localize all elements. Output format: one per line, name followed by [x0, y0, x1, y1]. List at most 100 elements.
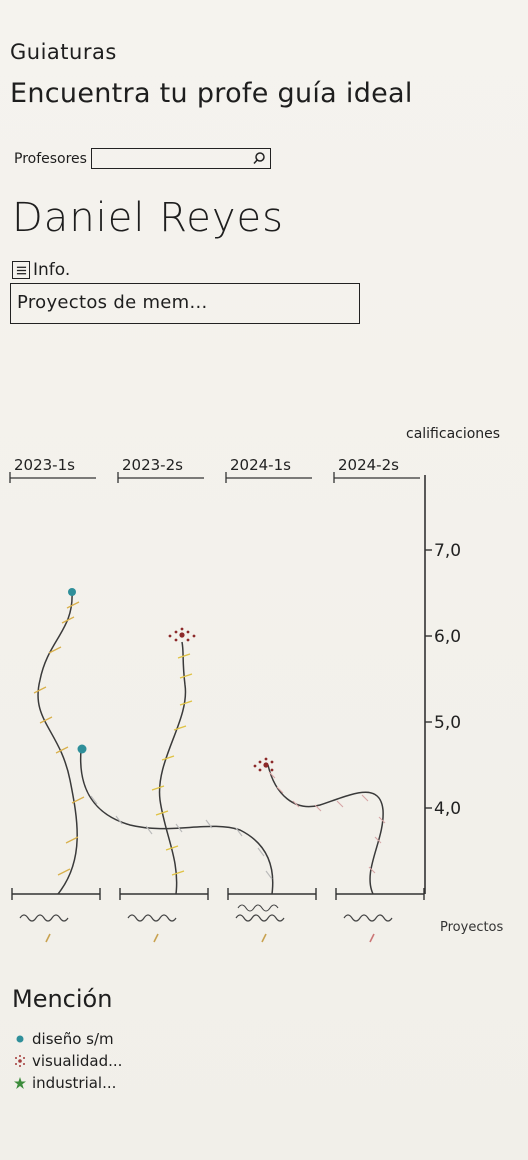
project-point: [180, 627, 184, 631]
project-stem: [267, 764, 384, 895]
semester-label: 2023-1s: [14, 456, 75, 474]
legend-item-diseno: diseño s/m: [12, 1028, 122, 1050]
y-tick-label: 7,0: [434, 541, 461, 561]
stem-leaf: [179, 673, 193, 679]
stem-leaf: [368, 866, 376, 874]
y-tick-label: 4,0: [434, 799, 461, 819]
search-input[interactable]: [91, 151, 250, 169]
page-tagline: Encuentra tu profe guía ideal: [10, 78, 413, 109]
stem-leaf: [71, 796, 85, 804]
stem-leaf: [90, 795, 98, 805]
stem-leaf: [177, 653, 191, 659]
legend-label: diseño s/m: [32, 1030, 114, 1048]
stem-leaf: [55, 746, 69, 754]
stem-leaf: [374, 836, 382, 844]
project-squiggle: [235, 914, 285, 922]
project-point: [77, 744, 87, 754]
stem-leaf: [61, 616, 75, 624]
stem-leaf: [66, 601, 80, 609]
project-point: [192, 634, 196, 638]
semester-label: 2023-2s: [122, 456, 183, 474]
project-point: [258, 760, 262, 764]
grades-chart: calificaciones Proyectos 7,0 6,0 5,0 4,0 202…: [9, 426, 504, 943]
semester-label: 2024-1s: [230, 456, 291, 474]
stem-leaf: [161, 755, 175, 761]
stem-leaf: [65, 836, 79, 844]
stem-leaf: [175, 823, 183, 833]
dotted-cluster-icon: [12, 1053, 28, 1069]
stem-leaf: [265, 870, 273, 880]
legend-item-industrial: industrial...: [12, 1072, 122, 1094]
project-point: [186, 638, 190, 642]
project-squiggle: [127, 914, 177, 922]
y-tick-label: 6,0: [434, 627, 461, 647]
stem-leaf: [39, 716, 53, 724]
stem-leaf: [292, 800, 300, 808]
star-icon: [12, 1075, 28, 1091]
stem-leaf: [151, 785, 165, 791]
project-point: [174, 638, 178, 642]
info-content-box[interactable]: Proyectos de mem...: [10, 283, 360, 324]
stem-leaf: [361, 794, 369, 802]
legend-item-visualidad: visualidad...: [12, 1050, 122, 1072]
stem-leaf: [276, 786, 284, 794]
project-squiggle: [237, 904, 279, 912]
project-point: [258, 768, 262, 772]
legend-label: industrial...: [32, 1074, 117, 1092]
stem-leaf: [145, 825, 153, 835]
legend-label: visualidad...: [32, 1052, 123, 1070]
stem-leaf: [205, 819, 213, 829]
project-stem: [158, 641, 187, 895]
project-point: [253, 764, 257, 768]
project-point: [264, 757, 268, 761]
project-squiggle: [343, 914, 393, 922]
stem-leaf: [257, 847, 265, 857]
stem-leaf: [57, 868, 71, 876]
stem-leaf: [33, 686, 47, 694]
stem-leaf: [336, 800, 344, 808]
project-point: [68, 588, 76, 596]
stem-leaf: [378, 816, 386, 824]
legend-title: Mención: [12, 985, 113, 1013]
search-icon[interactable]: [252, 151, 266, 165]
stem-leaf: [155, 810, 169, 816]
stem-leaf: [314, 804, 322, 812]
stem-leaf: [171, 870, 185, 876]
menu-icon[interactable]: [12, 261, 30, 279]
project-squiggle: [19, 914, 69, 922]
project-point: [174, 630, 178, 634]
project-point: [270, 760, 274, 764]
info-label: Info.: [33, 260, 71, 280]
stem-leaf: [268, 771, 276, 779]
stem-leaf: [165, 845, 179, 851]
professor-name: Daniel Reyes: [12, 195, 284, 241]
app-name: Guiaturas: [10, 40, 117, 64]
stem-leaf: [173, 725, 187, 731]
project-mark: [45, 933, 51, 943]
professor-search: Profesores: [14, 148, 271, 169]
dot-icon: [12, 1031, 28, 1047]
project-mark: [369, 933, 375, 943]
project-stem: [79, 749, 274, 895]
y-axis-label: calificaciones: [406, 426, 500, 442]
project-point: [168, 634, 172, 638]
legend: diseño s/m visualidad... industrial...: [12, 1028, 122, 1094]
project-point: [263, 762, 269, 768]
y-tick-label: 5,0: [434, 713, 461, 733]
stem-leaf: [235, 827, 243, 837]
project-stem: [37, 591, 78, 895]
x-axis-label: Proyectos: [440, 920, 504, 935]
info-header: Info.: [12, 260, 70, 280]
project-mark: [153, 933, 159, 943]
project-point: [186, 630, 190, 634]
search-label: Profesores: [14, 150, 87, 167]
stem-leaf: [179, 700, 193, 706]
semester-label: 2024-2s: [338, 456, 399, 474]
stem-leaf: [115, 815, 123, 825]
search-field[interactable]: [90, 148, 271, 169]
project-point: [270, 768, 274, 772]
project-mark: [261, 933, 267, 943]
project-point: [179, 632, 185, 638]
stem-leaf: [48, 646, 62, 654]
